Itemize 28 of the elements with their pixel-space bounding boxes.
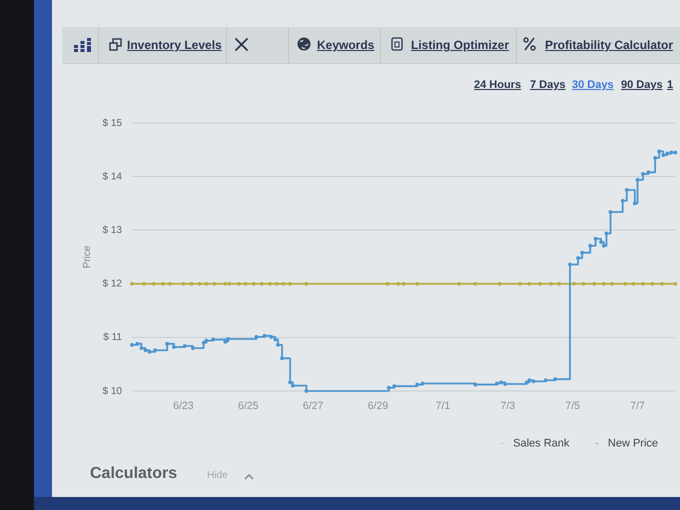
x-tick-label: 6/23: [173, 400, 194, 412]
text: Keywords: [317, 38, 374, 52]
y-tick-label: $ 10: [102, 386, 122, 397]
x-tick-label: 6/29: [368, 400, 388, 412]
x-tick-label: 7/1: [436, 400, 450, 412]
text: Listing Optimizer: [411, 38, 510, 52]
y-tick-label: $ 12: [102, 278, 122, 290]
x-tick-label: 7/3: [500, 400, 516, 412]
x-tick-label: 6/25: [238, 400, 259, 412]
legend-label: Sales Rank: [513, 438, 570, 450]
x-tick-label: 7/7: [630, 400, 646, 412]
y-tick-label: $ 11: [103, 332, 122, 344]
y-tick-label: $ 15: [102, 118, 122, 129]
text: Inventory Levels: [127, 38, 222, 52]
text: 7 Days: [530, 79, 566, 91]
text: Calculators: [90, 465, 178, 482]
text: Hide: [207, 470, 228, 481]
text: 90 Days: [621, 79, 663, 91]
y-tick-label: $ 13: [102, 224, 122, 236]
text: 30 Days: [572, 79, 614, 91]
text: Profitability Calculator: [545, 38, 674, 52]
y-axis-title: Price: [82, 245, 93, 268]
text: 24 Hours: [474, 79, 522, 91]
legend-label: New Price: [608, 438, 658, 450]
x-tick-label: 7/5: [565, 400, 580, 412]
x-tick-label: 6/27: [302, 400, 324, 412]
y-tick-label: $ 14: [102, 171, 122, 182]
text: 1: [667, 79, 674, 91]
